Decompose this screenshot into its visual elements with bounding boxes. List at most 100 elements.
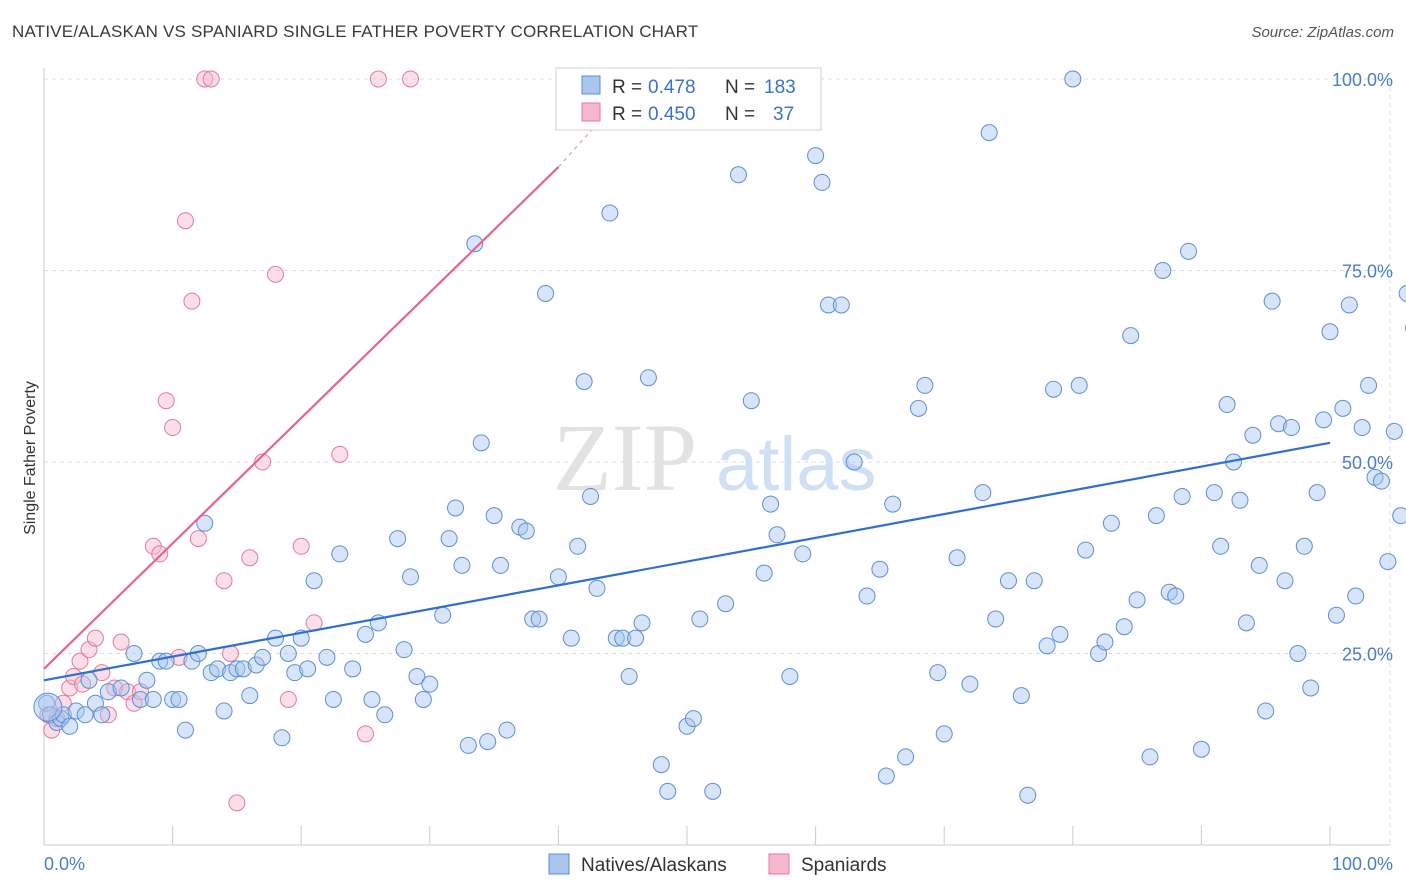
natives-point-156 <box>1302 679 1320 697</box>
natives-point-97 <box>794 545 812 563</box>
natives-point-24 <box>196 514 214 532</box>
natives-point-55 <box>434 606 452 624</box>
natives-point-52 <box>408 667 426 685</box>
legend: R = 0.478 N = 183 R = 0.450 N = 37 <box>555 67 822 131</box>
natives-point-151 <box>1270 415 1288 433</box>
natives-point-159 <box>1321 323 1339 341</box>
bottom-legend-swatch-spaniards <box>768 853 790 875</box>
legend-r-label-natives: R = <box>612 77 642 98</box>
natives-point-140 <box>1192 740 1210 758</box>
natives-point-104 <box>871 560 889 578</box>
natives-point-165 <box>1360 376 1378 394</box>
spaniards-point-11 <box>99 706 117 724</box>
natives-point-98 <box>807 147 825 165</box>
natives-point-110 <box>929 664 947 682</box>
natives-point-115 <box>980 124 998 142</box>
chart-title: NATIVE/ALASKAN VS SPANIARD SINGLE FATHER… <box>12 22 699 41</box>
y-tick-label-1: 50.0% <box>1342 453 1393 473</box>
bottom-legend-label-spaniards: Spaniards <box>801 855 887 876</box>
natives-point-19 <box>164 690 182 708</box>
natives-point-43 <box>331 545 349 563</box>
natives-point-131 <box>1122 327 1140 345</box>
natives-point-128 <box>1096 633 1114 651</box>
natives-point-48 <box>376 706 394 724</box>
natives-point-158 <box>1315 411 1333 429</box>
spaniards-point-19 <box>157 392 175 410</box>
natives-point-100 <box>819 296 837 314</box>
y-tick-label-2: 75.0% <box>1342 262 1393 282</box>
natives-point-64 <box>492 556 510 574</box>
spaniards-point-32 <box>266 265 284 283</box>
natives-point-72 <box>562 629 580 647</box>
natives-point-cluster <box>33 692 63 722</box>
spaniards-point-4 <box>61 679 79 697</box>
natives-point-133 <box>1141 748 1159 766</box>
natives-point-39 <box>299 660 317 678</box>
natives-point-109 <box>916 376 934 394</box>
spaniards-point-39 <box>402 70 420 88</box>
spaniards-point-38 <box>369 70 387 88</box>
spaniards-point-18 <box>151 545 169 563</box>
natives-point-87 <box>684 710 702 728</box>
natives-point-26 <box>209 660 227 678</box>
natives-point-89 <box>704 782 722 800</box>
natives-point-150 <box>1263 292 1281 310</box>
spaniards-point-36 <box>331 445 349 463</box>
natives-point-65 <box>498 721 516 739</box>
natives-point-20 <box>170 690 188 708</box>
spaniards-point-25 <box>196 70 214 88</box>
natives-point-56 <box>440 530 458 548</box>
legend-n-label-natives: N = <box>725 77 755 98</box>
natives-point-53 <box>414 690 432 708</box>
natives-point-118 <box>1012 687 1030 705</box>
natives-point-44 <box>344 660 362 678</box>
natives-point-75 <box>582 487 600 505</box>
natives-point-154 <box>1289 645 1307 662</box>
spaniards-point-33 <box>279 690 297 708</box>
legend-r-value-natives: 0.478 <box>648 77 696 98</box>
legend-r-label-spaniards: R = <box>612 104 642 125</box>
natives-point-113 <box>961 675 979 693</box>
natives-point-141 <box>1205 484 1223 502</box>
natives-point-6 <box>67 702 85 720</box>
natives-point-40 <box>305 572 323 590</box>
natives-point-30 <box>234 660 252 678</box>
natives-point-122 <box>1045 380 1063 398</box>
natives-point-168 <box>1379 553 1397 571</box>
natives-point-91 <box>729 166 747 184</box>
spaniards-point-24 <box>189 530 207 548</box>
natives-point-162 <box>1340 296 1358 314</box>
natives-point-143 <box>1218 396 1236 414</box>
natives-point-139 <box>1180 242 1198 260</box>
natives-point-45 <box>357 625 374 643</box>
natives-point-14 <box>131 690 149 708</box>
natives-point-103 <box>858 587 876 605</box>
x-tick-label-0: 0.0% <box>44 854 85 874</box>
natives-point-171 <box>1398 285 1406 302</box>
natives-point-138 <box>1173 487 1191 505</box>
natives-point-132 <box>1128 591 1146 609</box>
watermark-zip: ZIP <box>553 404 697 511</box>
natives-point-84 <box>652 756 670 774</box>
natives-point-125 <box>1070 376 1088 394</box>
natives-point-121 <box>1038 637 1056 655</box>
natives-point-95 <box>768 526 786 544</box>
natives-point-42 <box>324 690 342 708</box>
spaniards-point-13 <box>112 633 130 651</box>
natives-point-73 <box>569 537 587 555</box>
natives-point-18 <box>157 652 175 670</box>
natives-point-120 <box>1025 572 1043 590</box>
natives-point-145 <box>1231 491 1249 509</box>
natives-point-13 <box>125 645 143 662</box>
natives-point-76 <box>588 579 606 597</box>
natives-point-50 <box>395 641 413 659</box>
natives-point-21 <box>176 721 194 739</box>
legend-swatch-natives <box>581 75 601 95</box>
natives-point-46 <box>363 690 381 708</box>
natives-point-148 <box>1250 556 1268 574</box>
natives-point-167 <box>1372 472 1390 490</box>
natives-point-10 <box>93 706 111 724</box>
natives-point-11 <box>99 683 117 701</box>
watermark: ZIP atlas <box>553 404 877 511</box>
